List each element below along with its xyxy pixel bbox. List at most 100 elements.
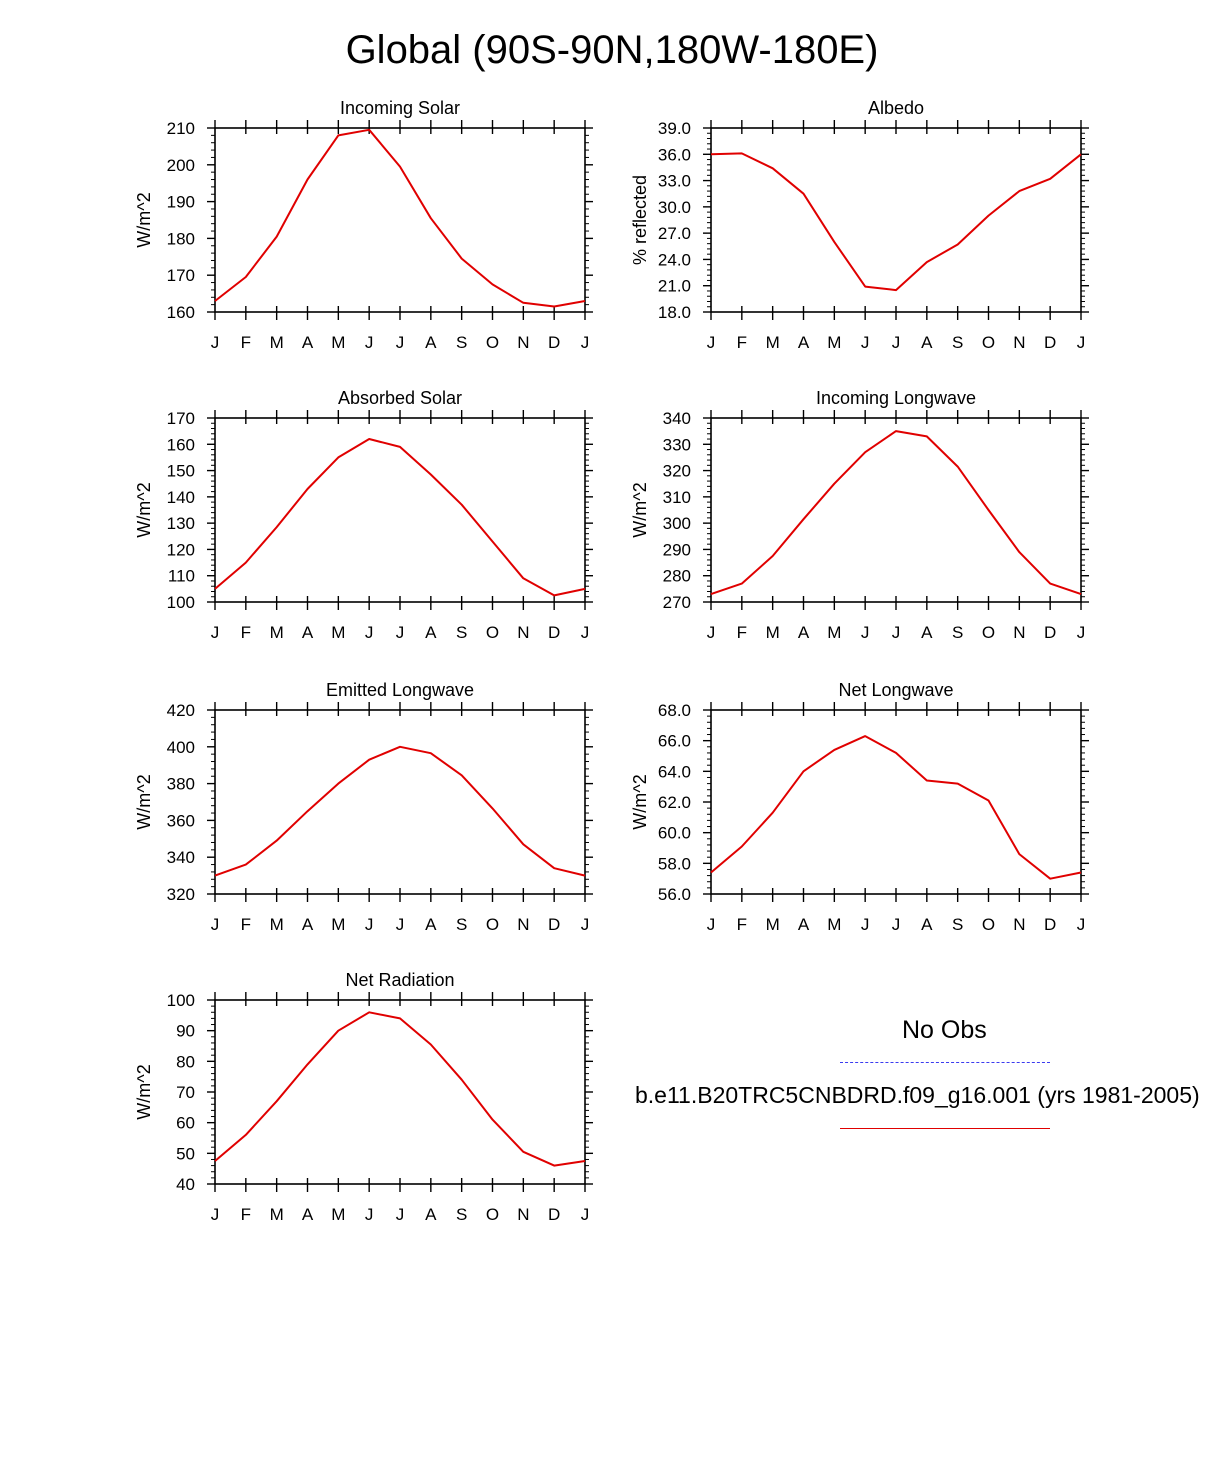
albedo-xtick-label: J xyxy=(1077,333,1086,352)
net-radiation-ytick-label: 90 xyxy=(176,1022,195,1041)
absorbed-solar-ytick-label: 110 xyxy=(168,567,195,586)
albedo-frame xyxy=(710,127,1082,313)
absorbed-solar-xtick-label: S xyxy=(456,623,467,642)
net-radiation-xtick-label: F xyxy=(241,1205,251,1224)
emitted-longwave-xtick-label: A xyxy=(425,915,437,934)
absorbed-solar-xtick-label: O xyxy=(486,623,499,642)
net-longwave-ytick-label: 64.0 xyxy=(658,762,691,781)
net-radiation-ytick-label: 40 xyxy=(176,1175,195,1194)
albedo-xtick-label: M xyxy=(766,333,780,352)
net-longwave-frame xyxy=(710,709,1082,895)
net-radiation-xtick-label: D xyxy=(548,1205,560,1224)
emitted-longwave-ytick-label: 320 xyxy=(167,885,195,904)
albedo-ytick-label: 39.0 xyxy=(658,119,691,138)
incoming-longwave-xtick-label: S xyxy=(952,623,963,642)
legend-obs-line xyxy=(840,1062,1050,1063)
albedo-ytick-label: 27.0 xyxy=(658,224,691,243)
incoming-solar-xtick-label: M xyxy=(331,333,345,352)
incoming-longwave-xtick-label: J xyxy=(861,623,870,642)
incoming-longwave-xtick-label: O xyxy=(982,623,995,642)
net-longwave-ylabel: W/m^2 xyxy=(630,774,650,829)
emitted-longwave-ytick-label: 420 xyxy=(167,701,195,720)
albedo-ytick-label: 18.0 xyxy=(658,303,691,322)
absorbed-solar-ytick-label: 130 xyxy=(167,514,195,533)
albedo-xtick-label: D xyxy=(1044,333,1056,352)
net-longwave-xtick-label: M xyxy=(827,915,841,934)
incoming-solar-xtick-label: J xyxy=(365,333,374,352)
legend-obs-label: No Obs xyxy=(902,1016,987,1044)
albedo-ylabel: % reflected xyxy=(630,175,650,265)
incoming-longwave-frame xyxy=(710,417,1082,603)
net-radiation-xtick-label: J xyxy=(365,1205,374,1224)
page-title: Global (90S-90N,180W-180E) xyxy=(345,28,879,72)
albedo-chart: J F M A M J J A S O N D J18.021.024.027.030.033.036.… xyxy=(630,98,1089,352)
absorbed-solar-chart: J F M A M J J A S O N D J100110120130140150160170Abs… xyxy=(134,388,593,642)
albedo-xtick-label: S xyxy=(952,333,963,352)
incoming-longwave-ytick-label: 310 xyxy=(663,488,691,507)
albedo-ytick-label: 21.0 xyxy=(658,277,691,296)
emitted-longwave-xtick-label: A xyxy=(302,915,314,934)
legend-model-label: b.e11.B20TRC5CNBDRD.f09_g16.001 (yrs 198… xyxy=(635,1082,1200,1108)
net-radiation-ytick-label: 100 xyxy=(167,991,195,1010)
incoming-longwave-xtick-label: A xyxy=(798,623,810,642)
incoming-solar-ytick-label: 160 xyxy=(167,303,195,322)
net-radiation-xtick-label: O xyxy=(486,1205,499,1224)
emitted-longwave-ytick-label: 400 xyxy=(167,738,195,757)
incoming-longwave-ylabel: W/m^2 xyxy=(630,482,650,537)
absorbed-solar-xtick-label: J xyxy=(365,623,374,642)
net-radiation-frame xyxy=(214,999,586,1185)
incoming-solar-ytick-label: 200 xyxy=(167,156,195,175)
incoming-solar-xtick-label: S xyxy=(456,333,467,352)
emitted-longwave-xtick-label: J xyxy=(365,915,374,934)
incoming-solar-xtick-label: M xyxy=(270,333,284,352)
incoming-longwave-xtick-label: A xyxy=(921,623,933,642)
emitted-longwave-ylabel: W/m^2 xyxy=(134,774,154,829)
net-radiation-xtick-label: J xyxy=(211,1205,220,1224)
emitted-longwave-ytick-label: 360 xyxy=(167,811,195,830)
legend-model-line xyxy=(840,1128,1050,1129)
incoming-solar-chart: J F M A M J J A S O N D J160170180190200210Incoming … xyxy=(134,98,593,352)
albedo-series-line xyxy=(710,152,1082,292)
net-longwave-chart: J F M A M J J A S O N D J56.058.060.062.064.066.068.… xyxy=(630,680,1089,934)
absorbed-solar-ytick-label: 120 xyxy=(167,540,195,559)
incoming-longwave-xtick-label: N xyxy=(1013,623,1025,642)
incoming-solar-xtick-label: F xyxy=(241,333,251,352)
net-longwave-xtick-label: J xyxy=(861,915,870,934)
absorbed-solar-xtick-label: F xyxy=(241,623,251,642)
net-radiation-series-line xyxy=(214,1011,586,1167)
albedo-xtick-label: J xyxy=(892,333,901,352)
net-radiation-xtick-label: A xyxy=(302,1205,314,1224)
albedo-xtick-label: O xyxy=(982,333,995,352)
emitted-longwave-xtick-label: M xyxy=(331,915,345,934)
albedo-xtick-label: J xyxy=(707,333,716,352)
net-longwave-xtick-label: N xyxy=(1013,915,1025,934)
emitted-longwave-xtick-label: D xyxy=(548,915,560,934)
incoming-longwave-xtick-label: F xyxy=(737,623,747,642)
net-longwave-xtick-label: M xyxy=(766,915,780,934)
absorbed-solar-xtick-label: D xyxy=(548,623,560,642)
net-radiation-xtick-label: M xyxy=(331,1205,345,1224)
incoming-longwave-ytick-label: 300 xyxy=(663,514,691,533)
legend: No Obs b.e11.B20TRC5CNBDRD.f09_g16.001 (… xyxy=(620,1010,1224,1150)
net-radiation-xtick-label: J xyxy=(396,1205,405,1224)
incoming-longwave-title: Incoming Longwave xyxy=(816,388,976,408)
incoming-longwave-xtick-label: J xyxy=(892,623,901,642)
incoming-longwave-chart: J F M A M J J A S O N D J270280290300310320330340Inc… xyxy=(630,388,1089,642)
net-longwave-xtick-label: F xyxy=(737,915,747,934)
net-radiation-xtick-label: N xyxy=(517,1205,529,1224)
incoming-longwave-ytick-label: 320 xyxy=(663,462,691,481)
emitted-longwave-series-line xyxy=(214,745,586,877)
incoming-solar-xtick-label: J xyxy=(581,333,590,352)
incoming-longwave-ytick-label: 290 xyxy=(663,540,691,559)
albedo-xtick-label: A xyxy=(921,333,933,352)
absorbed-solar-title: Absorbed Solar xyxy=(338,388,462,408)
net-radiation-ylabel: W/m^2 xyxy=(134,1064,154,1119)
net-longwave-xtick-label: D xyxy=(1044,915,1056,934)
incoming-solar-xtick-label: J xyxy=(396,333,405,352)
emitted-longwave-xtick-label: S xyxy=(456,915,467,934)
emitted-longwave-xtick-label: J xyxy=(396,915,405,934)
absorbed-solar-xtick-label: A xyxy=(425,623,437,642)
